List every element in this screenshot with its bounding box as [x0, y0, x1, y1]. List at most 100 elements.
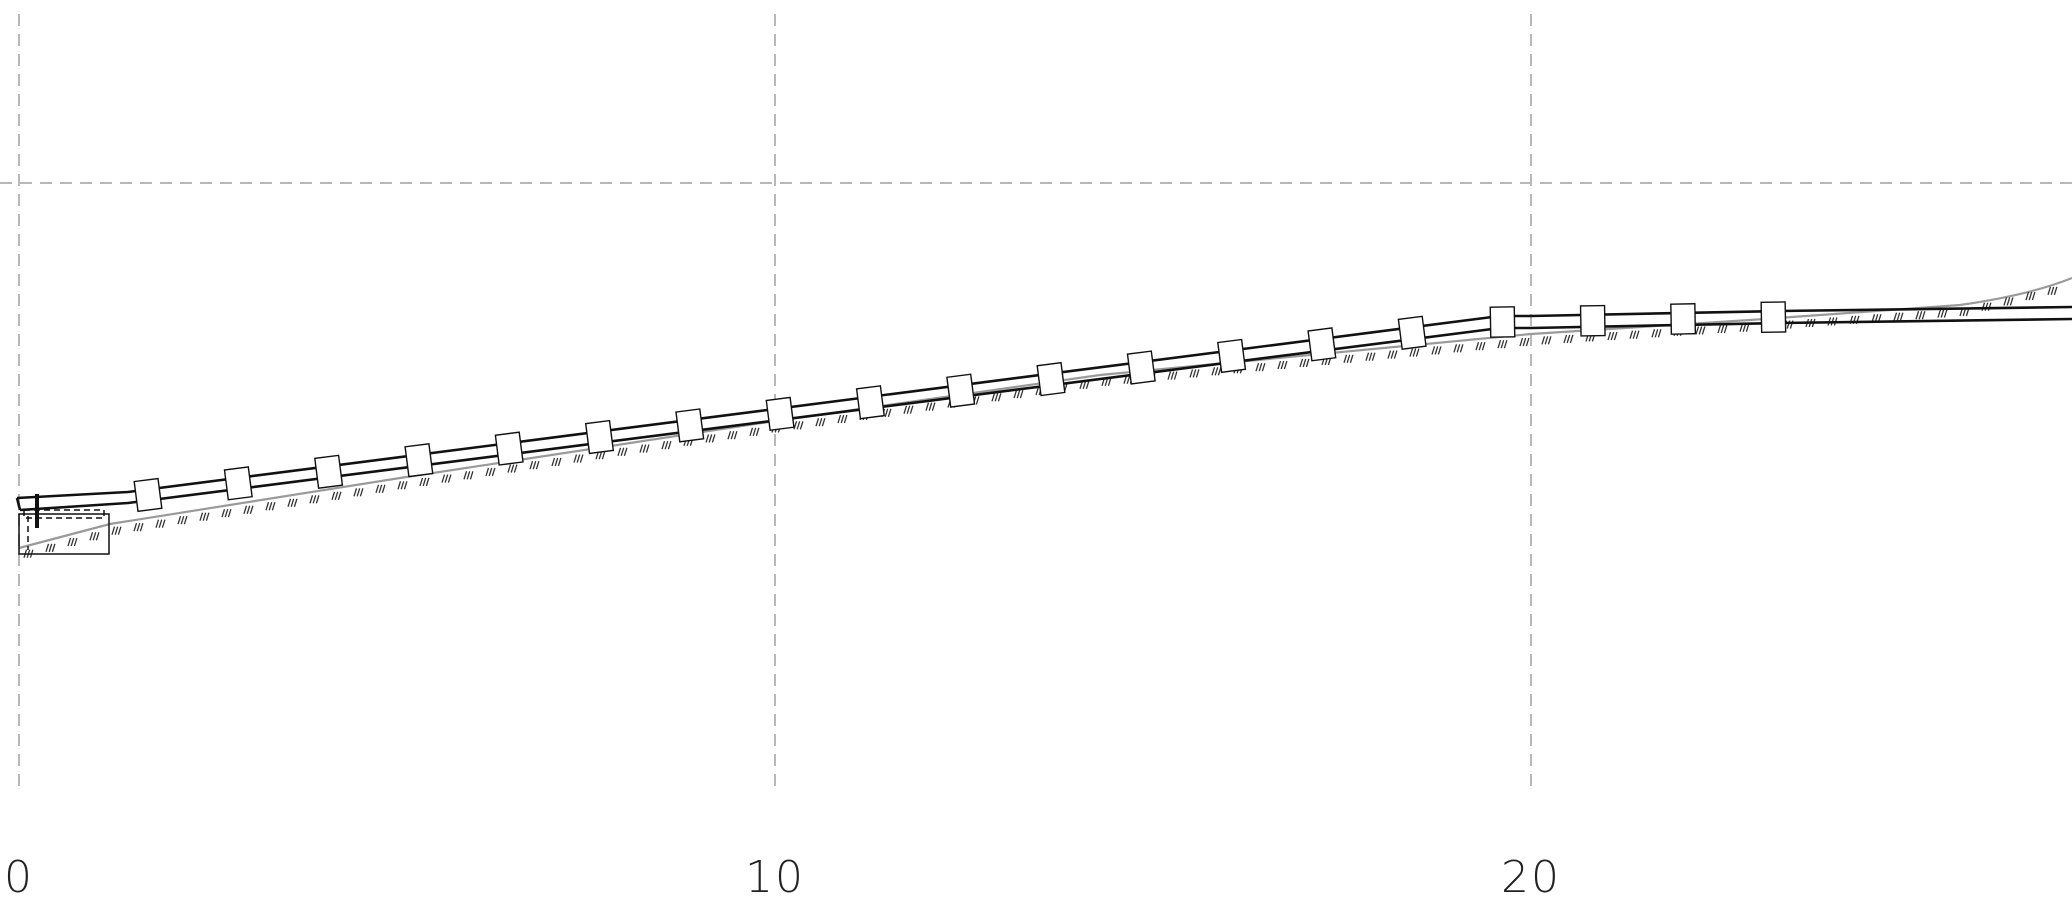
hatch-mark [1937, 309, 1948, 318]
hatch-mark [1651, 329, 1662, 338]
hatch-mark [419, 477, 430, 487]
hatch-mark [573, 454, 584, 463]
grid [0, 14, 2072, 792]
hatch-mark [177, 516, 188, 525]
hatch-mark [331, 491, 342, 500]
x-tick-label-0: 0 [4, 852, 34, 899]
pipe-support-4 [404, 442, 434, 478]
chamber-outline [18, 513, 110, 555]
hatch-mark [529, 461, 540, 470]
pipe-support-1 [133, 477, 163, 513]
pipe-support-14 [1307, 327, 1337, 362]
hatch-mark [1453, 344, 1464, 353]
pipe-end-cap [15, 497, 22, 511]
hatch-mark [1629, 330, 1640, 339]
hatch-mark [1541, 336, 1552, 345]
hatch-mark [727, 430, 738, 440]
hatch-mark [265, 502, 276, 511]
hatch-mark [45, 543, 56, 553]
pipe-support-16 [1489, 306, 1516, 338]
x-tick-label-10: 10 [745, 852, 805, 899]
pipe-top-line [16, 305, 2072, 500]
hatch-mark [309, 495, 320, 504]
pipe-support-10 [946, 373, 976, 408]
hatch-mark [1255, 362, 1266, 372]
hatch-mark [375, 484, 386, 494]
hatch-mark [1387, 350, 1398, 359]
pipe-support-13 [1217, 338, 1247, 374]
hatch-mark [67, 537, 78, 547]
hatch-mark [1497, 339, 1508, 349]
hatch-mark [155, 519, 166, 528]
hatch-mark [2047, 286, 2058, 295]
hatch-mark [639, 444, 650, 453]
hatch-mark [1211, 367, 1222, 376]
hatch-mark [1409, 348, 1420, 357]
pipe [15, 305, 2072, 512]
chamber-inner [23, 509, 105, 519]
hatch-mark [2025, 291, 2036, 301]
hatch-mark [705, 434, 716, 443]
pipe-supports [133, 301, 1787, 513]
hatch-mark [287, 498, 298, 507]
hatch-mark [1695, 326, 1706, 335]
hatch-mark [793, 421, 804, 430]
pipe-support-12 [1126, 350, 1156, 385]
hatch-mark [903, 405, 914, 414]
hatch-mark [111, 526, 122, 535]
pipe-support-17 [1579, 304, 1606, 337]
pipe-support-7 [675, 408, 705, 443]
pipe-support-9 [855, 385, 885, 420]
hatch-mark [243, 505, 254, 514]
hatch-mark [89, 532, 100, 541]
pipe-support-18 [1670, 303, 1697, 335]
hatch-mark [1915, 310, 1926, 320]
hatch-mark [749, 427, 760, 436]
pipe-support-3 [314, 454, 344, 489]
hatch-mark [1607, 331, 1618, 341]
hatch-mark [1717, 324, 1728, 334]
start-chamber [18, 494, 110, 555]
hatch-mark [1563, 334, 1574, 344]
hatch-mark [551, 457, 562, 467]
hatch-mark [133, 522, 144, 532]
hatch-mark [1475, 342, 1486, 351]
hatch-mark [815, 418, 826, 427]
hatch-mark [507, 464, 518, 473]
pipe-support-15 [1397, 315, 1427, 350]
hatch-mark [1277, 360, 1288, 370]
hatch-mark [1519, 337, 1530, 347]
pipe-support-11 [1036, 361, 1066, 397]
pipe-support-19 [1760, 301, 1787, 334]
hatch-mark [1189, 369, 1200, 378]
hatch-mark [353, 488, 364, 497]
pipe-support-6 [584, 419, 615, 455]
hatch-mark [837, 414, 848, 424]
ground-hatching [23, 286, 2058, 558]
hatch-mark [1365, 352, 1376, 361]
hatch-mark [1343, 354, 1354, 363]
hatch-mark [661, 440, 672, 450]
hatch-mark [2003, 297, 2014, 306]
pipe-bottom-line [19, 317, 2072, 512]
pipe-support-5 [494, 431, 524, 466]
hatch-mark [617, 447, 628, 457]
hatch-mark [925, 402, 936, 411]
x-axis-labels: 0 10 20 [4, 852, 1561, 899]
hatch-mark [1167, 371, 1178, 380]
hatch-mark [1431, 346, 1442, 355]
hatch-mark [463, 471, 474, 480]
hatch-mark [199, 512, 210, 521]
pipe-support-2 [223, 466, 253, 501]
hatch-mark [485, 467, 496, 477]
hatch-mark [1893, 312, 1904, 321]
hatch-mark [1013, 389, 1024, 399]
x-tick-label-20: 20 [1501, 852, 1561, 899]
hatch-mark [991, 393, 1002, 402]
hatch-mark [441, 474, 452, 483]
hatch-mark [1299, 358, 1310, 368]
hatch-mark [221, 509, 232, 518]
hatch-mark [397, 481, 408, 490]
pipe-support-8 [765, 396, 795, 432]
